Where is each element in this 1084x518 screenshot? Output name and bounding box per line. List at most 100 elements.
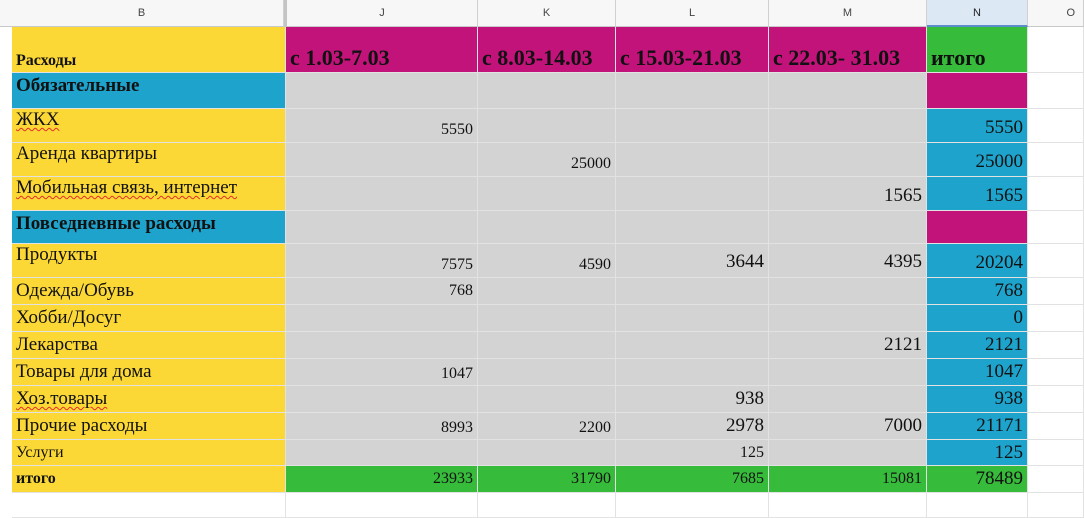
cell-empty[interactable] <box>1028 386 1084 413</box>
cell-empty[interactable] <box>1028 493 1084 518</box>
cell-empty[interactable] <box>478 359 616 386</box>
cell-value[interactable]: 2200 <box>478 413 616 440</box>
cell-empty[interactable] <box>1028 466 1084 493</box>
cell-label[interactable]: Аренда квартиры <box>12 143 286 177</box>
cell-header-total[interactable]: итого <box>927 27 1028 73</box>
cell-header-period-2[interactable]: с 8.03-14.03 <box>478 27 616 73</box>
cell-empty[interactable] <box>769 493 927 518</box>
cell-total[interactable]: 2121 <box>927 332 1028 359</box>
cell-empty[interactable] <box>927 73 1028 109</box>
cell-empty[interactable] <box>1028 177 1084 211</box>
cell-empty[interactable] <box>616 143 769 177</box>
cell-empty[interactable] <box>286 305 478 332</box>
cell-label[interactable]: Мобильная связь, интернет <box>12 177 286 211</box>
cell-empty[interactable] <box>769 386 927 413</box>
cell-empty[interactable] <box>478 493 616 518</box>
cell-empty[interactable] <box>1028 73 1084 109</box>
cell-label[interactable]: Хобби/Досуг <box>12 305 286 332</box>
cell-value[interactable]: 4395 <box>769 244 927 278</box>
cell-total[interactable]: 1047 <box>927 359 1028 386</box>
cell-empty[interactable] <box>769 73 927 109</box>
cell-value[interactable]: 2121 <box>769 332 927 359</box>
cell-empty[interactable] <box>1028 244 1084 278</box>
cell-empty[interactable] <box>1028 440 1084 466</box>
cell-empty[interactable] <box>478 332 616 359</box>
cell-empty[interactable] <box>286 493 478 518</box>
cell-empty[interactable] <box>478 305 616 332</box>
cell-value[interactable]: 2978 <box>616 413 769 440</box>
cell-label[interactable]: Продукты <box>12 244 286 278</box>
cell-label[interactable]: ЖКХ <box>12 109 286 143</box>
cell-empty[interactable] <box>1028 143 1084 177</box>
cell-value[interactable]: 1565 <box>769 177 927 211</box>
cell-total[interactable]: 125 <box>927 440 1028 466</box>
cell-empty[interactable] <box>478 278 616 305</box>
cell-empty[interactable] <box>478 73 616 109</box>
cell-empty[interactable] <box>1028 211 1084 244</box>
section-mandatory[interactable]: Обязательные <box>12 73 286 109</box>
cell-value[interactable]: 4590 <box>478 244 616 278</box>
cell-empty[interactable] <box>616 305 769 332</box>
totals-value[interactable]: 15081 <box>769 466 927 493</box>
cell-total[interactable]: 5550 <box>927 109 1028 143</box>
column-header-k[interactable]: K <box>478 0 616 27</box>
cell-empty[interactable] <box>769 359 927 386</box>
cell-empty[interactable] <box>286 177 478 211</box>
column-header-b[interactable]: B <box>0 0 284 27</box>
cell-empty[interactable] <box>616 493 769 518</box>
totals-value[interactable]: 31790 <box>478 466 616 493</box>
column-header-j[interactable]: J <box>287 0 478 27</box>
cell-empty[interactable] <box>927 211 1028 244</box>
cell-empty[interactable] <box>286 386 478 413</box>
cell-value[interactable]: 5550 <box>286 109 478 143</box>
cell-total[interactable]: 938 <box>927 386 1028 413</box>
cell-value[interactable]: 938 <box>616 386 769 413</box>
cell-label[interactable]: Хоз.товары <box>12 386 286 413</box>
cell-empty[interactable] <box>1028 305 1084 332</box>
cell-empty[interactable] <box>286 211 478 244</box>
cell-empty[interactable] <box>616 211 769 244</box>
cell-empty[interactable] <box>769 305 927 332</box>
cell-empty[interactable] <box>769 143 927 177</box>
cell-label[interactable]: Прочие расходы <box>12 413 286 440</box>
column-header-n[interactable]: N <box>927 0 1028 27</box>
totals-label[interactable]: итого <box>12 466 286 493</box>
cell-empty[interactable] <box>478 386 616 413</box>
cell-empty[interactable] <box>478 211 616 244</box>
cell-empty[interactable] <box>927 493 1028 518</box>
cell-value[interactable]: 7575 <box>286 244 478 278</box>
column-header-o[interactable]: O <box>1028 0 1084 27</box>
cell-empty[interactable] <box>286 73 478 109</box>
cell-empty[interactable] <box>478 440 616 466</box>
cell-empty[interactable] <box>616 73 769 109</box>
cell-total[interactable]: 0 <box>927 305 1028 332</box>
cell-value[interactable]: 768 <box>286 278 478 305</box>
cell-empty[interactable] <box>616 359 769 386</box>
cell-empty[interactable] <box>769 109 927 143</box>
cell-empty[interactable] <box>616 177 769 211</box>
cell-empty[interactable] <box>769 211 927 244</box>
cell-value[interactable]: 7000 <box>769 413 927 440</box>
cell-header-period-4[interactable]: с 22.03- 31.03 <box>769 27 927 73</box>
cell-empty[interactable] <box>286 143 478 177</box>
cell-header-period-1[interactable]: с 1.03-7.03 <box>286 27 478 73</box>
cell-total[interactable]: 20204 <box>927 244 1028 278</box>
cell-header-label[interactable]: Расходы <box>12 27 286 73</box>
cell-label[interactable]: Услуги <box>12 440 286 466</box>
cell-total[interactable]: 25000 <box>927 143 1028 177</box>
cell-empty[interactable] <box>286 332 478 359</box>
cell-header-period-3[interactable]: с 15.03-21.03 <box>616 27 769 73</box>
cell-value[interactable]: 25000 <box>478 143 616 177</box>
column-header-l[interactable]: L <box>616 0 769 27</box>
cell-empty[interactable] <box>1028 27 1084 73</box>
cell-empty[interactable] <box>769 278 927 305</box>
totals-grand[interactable]: 78489 <box>927 466 1028 493</box>
cell-empty[interactable] <box>1028 109 1084 143</box>
column-header-m[interactable]: M <box>769 0 927 27</box>
cell-empty[interactable] <box>478 177 616 211</box>
section-daily[interactable]: Повседневные расходы <box>12 211 286 244</box>
cell-value[interactable]: 8993 <box>286 413 478 440</box>
cell-empty[interactable] <box>616 332 769 359</box>
cell-label[interactable]: Одежда/Обувь <box>12 278 286 305</box>
cell-total[interactable]: 1565 <box>927 177 1028 211</box>
